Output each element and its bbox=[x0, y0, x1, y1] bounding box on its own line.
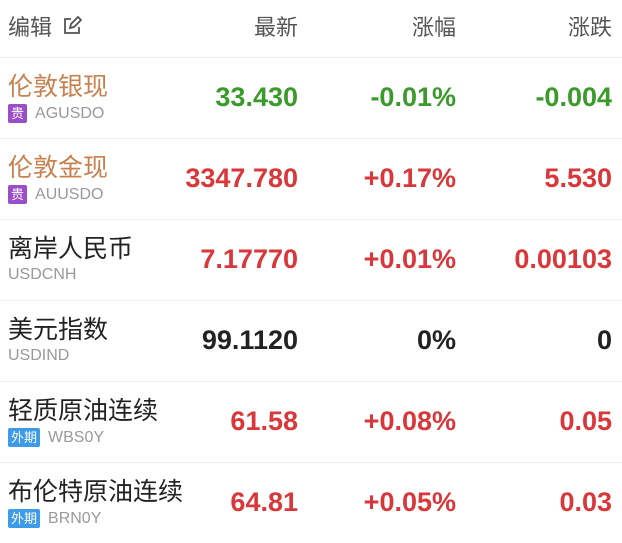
change-pct: -0.01% bbox=[370, 82, 456, 112]
table-row[interactable]: 轻质原油连续 外期 WBS0Y 61.58 +0.08% 0.05 bbox=[0, 381, 622, 462]
change-pct: 0% bbox=[416, 325, 456, 355]
change-pct: +0.01% bbox=[363, 244, 456, 274]
latest-price: 64.81 bbox=[230, 487, 298, 517]
change-value: 0 bbox=[596, 325, 612, 355]
latest-price: 33.430 bbox=[215, 82, 298, 112]
change-value: 5.530 bbox=[544, 163, 612, 193]
table-row[interactable]: 伦敦金现 贵 AUUSDO 3347.780 +0.17% 5.530 bbox=[0, 138, 622, 219]
change-value: -0.004 bbox=[535, 82, 612, 112]
column-change-pct[interactable]: 涨幅 bbox=[411, 16, 456, 41]
column-latest[interactable]: 最新 bbox=[253, 16, 298, 41]
market-badge: 外期 bbox=[8, 509, 41, 528]
table-row[interactable]: 布伦特原油连续 外期 BRN0Y 64.81 +0.05% 0.03 bbox=[0, 462, 622, 543]
table-row[interactable]: 伦敦银现 贵 AGUSDO 33.430 -0.01% -0.004 bbox=[0, 57, 622, 138]
instrument-name: 伦敦金现 bbox=[8, 153, 109, 182]
instrument-name: 伦敦银现 bbox=[8, 72, 109, 101]
instrument-code: AGUSDO bbox=[35, 104, 105, 122]
list-header: 编辑 最新 涨幅 涨跌 bbox=[0, 0, 622, 50]
pencil-edit-icon bbox=[64, 16, 83, 34]
change-pct: +0.17% bbox=[363, 163, 456, 193]
instrument-name: 轻质原油连续 bbox=[8, 396, 159, 425]
instrument-name: 布伦特原油连续 bbox=[8, 477, 184, 506]
latest-price: 61.58 bbox=[230, 406, 298, 436]
instrument-name: 离岸人民币 bbox=[8, 234, 134, 263]
market-badge: 贵 bbox=[8, 185, 28, 204]
edit-button[interactable]: 编辑 bbox=[8, 10, 83, 42]
latest-price: 99.1120 bbox=[201, 325, 298, 355]
instrument-code: AUUSDO bbox=[35, 185, 104, 203]
column-change[interactable]: 涨跌 bbox=[567, 16, 612, 41]
instrument-code: USDCNH bbox=[8, 266, 77, 283]
change-value: 0.05 bbox=[559, 406, 612, 436]
table-row[interactable]: 离岸人民币 USDCNH 7.17770 +0.01% 0.00103 bbox=[0, 219, 622, 300]
latest-price: 7.17770 bbox=[200, 244, 298, 274]
edit-label: 编辑 bbox=[8, 16, 53, 41]
market-badge: 外期 bbox=[8, 428, 41, 447]
change-value: 0.03 bbox=[559, 487, 612, 517]
instrument-code: WBS0Y bbox=[48, 428, 105, 446]
latest-price: 3347.780 bbox=[185, 163, 298, 193]
change-pct: +0.08% bbox=[363, 406, 456, 436]
instrument-code: BRN0Y bbox=[48, 509, 102, 527]
change-pct: +0.05% bbox=[363, 487, 456, 517]
table-row[interactable]: 美元指数 USDIND 99.1120 0% 0 bbox=[0, 300, 622, 381]
instrument-code: USDIND bbox=[8, 347, 70, 364]
instrument-name: 美元指数 bbox=[8, 315, 109, 344]
change-value: 0.00103 bbox=[514, 244, 612, 274]
market-badge: 贵 bbox=[8, 104, 28, 123]
